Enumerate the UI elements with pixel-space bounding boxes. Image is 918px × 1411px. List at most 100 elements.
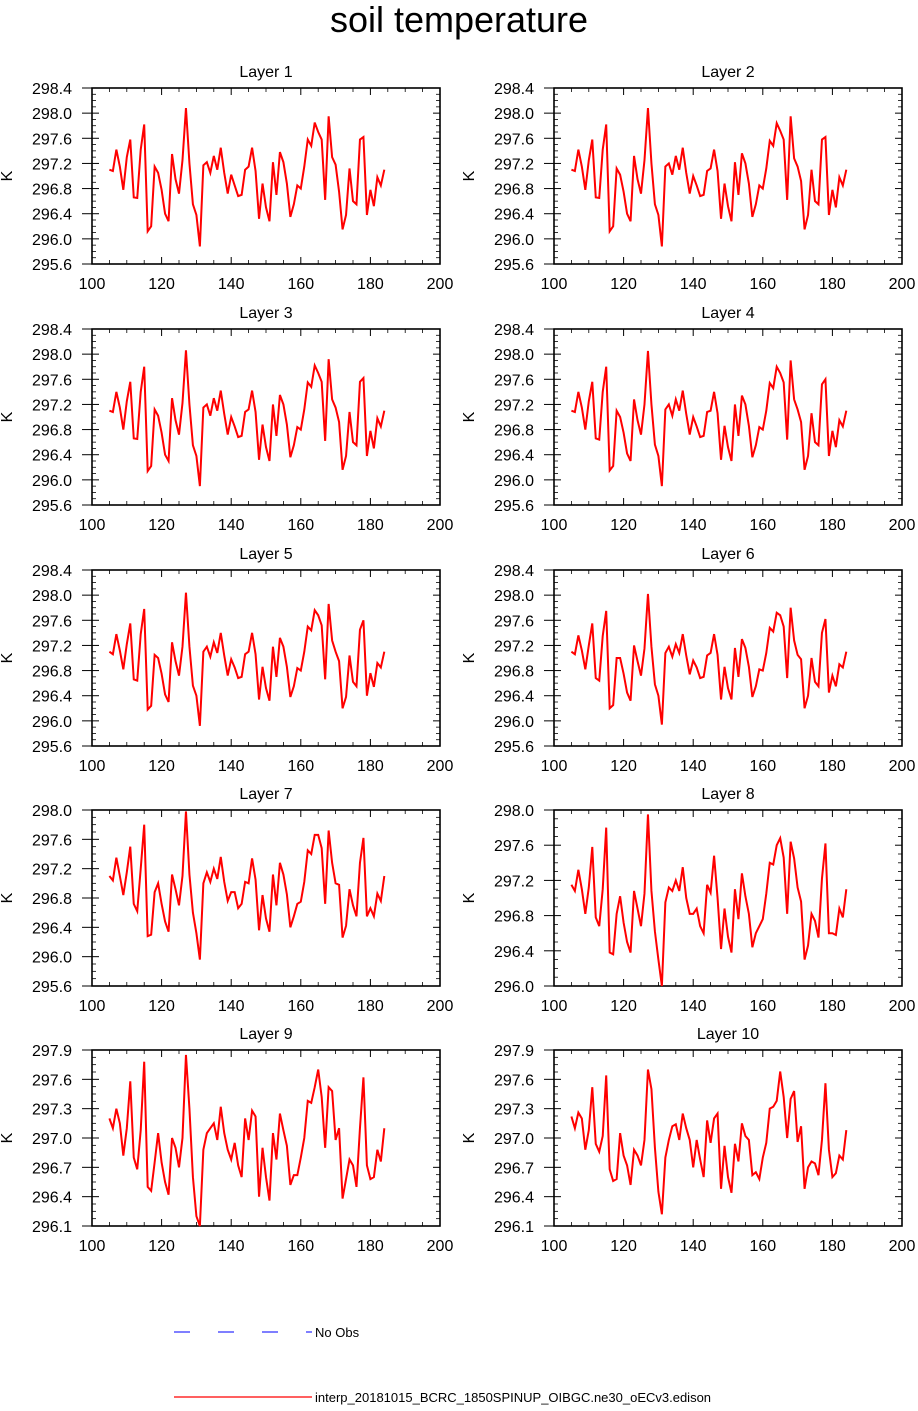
y-tick-label: 296.4 — [32, 689, 72, 706]
plot-frame — [91, 87, 441, 265]
y-tick-label: 297.9 — [32, 1043, 72, 1060]
y-axis-label: K — [461, 411, 478, 422]
x-tick-label: 160 — [749, 276, 776, 293]
x-tick-label: 160 — [287, 998, 314, 1015]
x-tick-label: 140 — [680, 517, 707, 534]
y-tick-label: 297.2 — [32, 397, 72, 414]
x-tick-label: 100 — [79, 517, 106, 534]
chart-panel: 295.6 296.0 296.4 296.8 297.2 297.6 298.0 298.4… — [0, 546, 453, 775]
y-tick-label: 296.0 — [494, 979, 534, 996]
plot-frame — [91, 569, 441, 747]
y-tick-label: 296.4 — [32, 448, 72, 465]
x-tick-label: 100 — [541, 998, 568, 1015]
y-tick-label: 297.0 — [32, 1131, 72, 1148]
y-tick-label: 297.3 — [494, 1102, 534, 1119]
series-line — [570, 593, 848, 725]
x-tick-label: 180 — [819, 998, 846, 1015]
y-tick-label: 296.0 — [32, 950, 72, 967]
y-tick-label: 297.6 — [32, 131, 72, 148]
x-tick-label: 140 — [218, 758, 245, 775]
chart-panel: 295.6 296.0 296.4 296.8 297.2 297.6 298.0 298.4… — [0, 305, 453, 534]
chart-panel: 296.1 296.4 296.7 297.0 297.3 297.6 297.9 100 12… — [0, 1026, 453, 1255]
x-tick-label: 120 — [610, 1238, 637, 1255]
y-tick-label: 295.6 — [494, 739, 534, 756]
x-tick-label: 120 — [148, 276, 175, 293]
y-tick-label: 297.2 — [494, 397, 534, 414]
x-tick-label: 180 — [819, 276, 846, 293]
chart-panel: 295.6 296.0 296.4 296.8 297.2 297.6 298.0 100 12… — [0, 786, 453, 1015]
x-tick-label: 120 — [148, 1238, 175, 1255]
y-axis-label: K — [461, 170, 478, 181]
x-tick-label: 200 — [889, 517, 916, 534]
chart-panel: 295.6 296.0 296.4 296.8 297.2 297.6 298.0 298.4… — [461, 305, 915, 534]
chart-panel: 295.6 296.0 296.4 296.8 297.2 297.6 298.0 298.4… — [461, 64, 915, 293]
y-tick-label: 298.4 — [32, 81, 72, 98]
x-tick-label: 100 — [79, 276, 106, 293]
x-tick-label: 120 — [148, 517, 175, 534]
y-tick-label: 298.0 — [32, 347, 72, 364]
panel-title: Layer 10 — [697, 1026, 759, 1043]
x-tick-label: 200 — [427, 276, 454, 293]
y-tick-label: 296.4 — [494, 207, 534, 224]
y-tick-label: 298.4 — [32, 322, 72, 339]
y-tick-label: 296.4 — [32, 207, 72, 224]
y-tick-label: 298.0 — [494, 588, 534, 605]
x-tick-label: 160 — [749, 998, 776, 1015]
x-tick-label: 180 — [819, 1238, 846, 1255]
plot-frame — [553, 569, 903, 747]
x-tick-label: 200 — [889, 998, 916, 1015]
y-tick-label: 296.4 — [494, 448, 534, 465]
panel-title: Layer 9 — [239, 1026, 292, 1043]
x-tick-label: 140 — [680, 276, 707, 293]
y-tick-label: 296.8 — [494, 909, 534, 926]
series-line — [109, 108, 386, 247]
y-tick-label: 295.6 — [32, 257, 72, 274]
y-tick-label: 297.6 — [494, 1072, 534, 1089]
series-line — [570, 1069, 848, 1215]
x-tick-label: 140 — [680, 758, 707, 775]
y-tick-label: 296.7 — [32, 1160, 72, 1177]
y-tick-label: 296.4 — [494, 944, 534, 961]
y-tick-label: 298.4 — [32, 563, 72, 580]
y-tick-label: 297.6 — [494, 131, 534, 148]
x-tick-label: 160 — [287, 276, 314, 293]
plot-frame — [553, 87, 903, 265]
y-tick-label: 296.1 — [32, 1219, 72, 1236]
y-tick-label: 296.0 — [494, 473, 534, 490]
y-axis-label: K — [0, 892, 16, 903]
x-tick-label: 160 — [287, 517, 314, 534]
x-tick-label: 200 — [427, 998, 454, 1015]
x-tick-label: 120 — [610, 758, 637, 775]
x-tick-label: 120 — [148, 758, 175, 775]
y-axis-label: K — [0, 1132, 16, 1143]
x-tick-label: 140 — [680, 1238, 707, 1255]
panel-title: Layer 2 — [701, 64, 754, 81]
x-tick-label: 140 — [218, 1238, 245, 1255]
y-tick-label: 296.7 — [494, 1160, 534, 1177]
x-tick-label: 200 — [427, 758, 454, 775]
y-tick-label: 296.1 — [494, 1219, 534, 1236]
series-line — [570, 814, 848, 987]
y-tick-label: 298.0 — [32, 106, 72, 123]
y-tick-label: 297.9 — [494, 1043, 534, 1060]
y-tick-label: 297.2 — [494, 156, 534, 173]
x-tick-label: 160 — [287, 1238, 314, 1255]
panel-title: Layer 6 — [701, 546, 754, 563]
y-tick-label: 298.0 — [494, 803, 534, 820]
x-tick-label: 140 — [218, 276, 245, 293]
x-tick-label: 180 — [357, 276, 384, 293]
y-tick-label: 296.0 — [32, 714, 72, 731]
series-line — [571, 350, 848, 487]
x-tick-label: 180 — [357, 517, 384, 534]
y-tick-label: 296.4 — [32, 1190, 72, 1207]
y-tick-label: 297.6 — [494, 838, 534, 855]
x-tick-label: 180 — [357, 758, 384, 775]
y-tick-label: 295.6 — [32, 979, 72, 996]
y-tick-label: 297.6 — [32, 1072, 72, 1089]
y-tick-label: 295.6 — [494, 498, 534, 515]
plot-frame — [91, 328, 441, 506]
panel-title: Layer 8 — [701, 786, 754, 803]
x-tick-label: 160 — [749, 758, 776, 775]
y-tick-label: 295.6 — [32, 739, 72, 756]
